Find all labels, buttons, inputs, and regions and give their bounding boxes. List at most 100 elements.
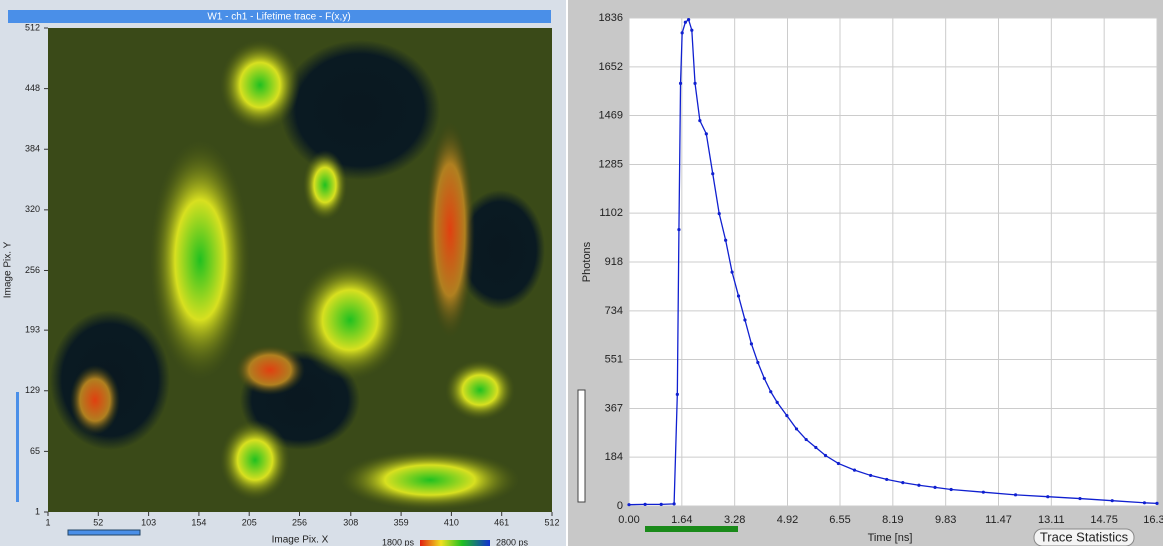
data-point (981, 490, 985, 494)
y-tick-label: 1285 (599, 158, 623, 170)
x-tick-label: 461 (494, 517, 509, 527)
data-point (672, 502, 676, 506)
data-point (680, 31, 684, 35)
x-tick-label: 13.11 (1038, 514, 1065, 526)
trace-statistics-button[interactable] (1033, 528, 1135, 546)
data-point (869, 473, 873, 478)
data-point (724, 238, 728, 242)
data-point (1155, 501, 1159, 505)
data-point (1046, 495, 1050, 499)
x-tick-label: 154 (191, 517, 206, 527)
y-tick-label: 734 (605, 305, 623, 317)
data-point (693, 81, 697, 85)
x-tick-label: 14.75 (1090, 514, 1118, 526)
x-tick-label: 6.55 (829, 514, 850, 526)
y-tick-label: 1102 (599, 207, 623, 219)
x-tick-label: 4.92 (777, 514, 798, 526)
data-point (749, 342, 754, 346)
x-tick-label: 52 (93, 517, 103, 527)
y-tick-label: 65 (30, 446, 40, 456)
data-point (1110, 499, 1114, 503)
data-point (823, 453, 828, 458)
data-point (711, 172, 715, 176)
x-tick-label: 103 (141, 517, 156, 527)
slider[interactable] (577, 389, 586, 503)
data-point (794, 427, 799, 431)
window-title: W1 - ch1 - Lifetime trace - F(x,y) (207, 12, 350, 23)
x-axis-label: Image Pix. X (272, 535, 329, 546)
x-tick-label: 8.19 (882, 514, 903, 526)
data-point (1078, 496, 1082, 501)
y-tick-label: 1469 (599, 109, 623, 121)
data-point (686, 17, 691, 22)
y-tick-label: 1836 (599, 12, 623, 24)
y-tick-label: 0 (617, 500, 623, 512)
data-point (917, 483, 921, 487)
data-point (743, 318, 747, 322)
y-tick-label: 918 (605, 256, 623, 268)
data-point (675, 392, 679, 396)
y-tick-label: 129 (25, 385, 40, 395)
data-point (1142, 501, 1147, 505)
x-tick-label: 3.28 (724, 514, 745, 526)
data-point (690, 28, 694, 32)
y-axis-label: Photons (581, 241, 593, 282)
y-tick-label: 512 (25, 22, 40, 32)
y-axis-label: Image Pix. Y (3, 241, 14, 298)
data-point (775, 400, 779, 404)
data-point (643, 502, 647, 507)
data-point (627, 503, 631, 507)
data-point (762, 376, 766, 381)
colorbar (420, 540, 490, 546)
data-point (814, 445, 818, 450)
x-tick-label: 410 (444, 517, 459, 527)
colorbar-label: 1800 ps (382, 537, 415, 546)
y-tick-label: 193 (25, 325, 40, 335)
data-point (901, 481, 905, 485)
x-tick-label: 16.39 (1143, 514, 1163, 526)
x-tick-label: 1 (45, 517, 50, 527)
x-tick-label: 256 (292, 517, 307, 527)
slider[interactable] (67, 529, 141, 536)
x-tick-label: 359 (394, 517, 409, 527)
y-tick-label: 384 (25, 144, 40, 154)
data-point (683, 20, 687, 24)
data-point (804, 437, 808, 442)
button-label[interactable]: Trace Statistics (1040, 529, 1129, 544)
y-tick-label: 1 (35, 506, 40, 516)
range-bar[interactable] (645, 526, 738, 532)
data-point (852, 468, 857, 472)
data-point (698, 118, 702, 123)
data-point (836, 461, 840, 466)
data-point (933, 485, 937, 489)
title-bar (8, 10, 551, 23)
x-tick-label: 512 (544, 517, 559, 527)
colorbar-label: 2800 ps (496, 537, 529, 546)
data-point (785, 414, 789, 418)
data-point (949, 487, 953, 492)
x-tick-label: 1.64 (671, 514, 692, 526)
image-content (50, 40, 545, 510)
y-tick-label: 448 (25, 83, 40, 93)
data-point (717, 212, 721, 216)
x-tick-label: 205 (242, 517, 257, 527)
data-point (769, 390, 773, 394)
x-axis-label: Time [ns] (868, 532, 913, 544)
x-tick-label: 308 (343, 517, 358, 527)
slider[interactable] (16, 392, 19, 502)
data-point (677, 227, 681, 232)
y-tick-label: 256 (25, 265, 40, 275)
data-point (736, 294, 741, 298)
data-point (885, 477, 889, 482)
data-point (704, 132, 708, 136)
x-tick-label: 0.00 (618, 514, 639, 526)
data-point (659, 502, 663, 507)
y-tick-label: 367 (605, 402, 623, 414)
data-point (756, 360, 760, 365)
x-tick-label: 9.83 (935, 514, 956, 526)
y-tick-label: 1652 (599, 61, 623, 73)
data-point (1013, 493, 1018, 497)
y-tick-label: 320 (25, 204, 40, 214)
